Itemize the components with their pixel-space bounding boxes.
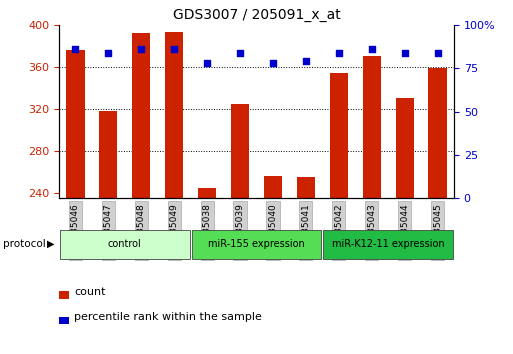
Text: miR-K12-11 expression: miR-K12-11 expression <box>332 239 444 249</box>
Bar <box>66 50 85 198</box>
Point <box>236 50 244 55</box>
Text: percentile rank within the sample: percentile rank within the sample <box>74 313 262 322</box>
Point <box>334 50 343 55</box>
Point <box>71 46 80 52</box>
Point <box>269 60 277 66</box>
Bar <box>59 317 69 324</box>
Bar <box>297 177 315 198</box>
Bar <box>330 73 348 198</box>
Title: GDS3007 / 205091_x_at: GDS3007 / 205091_x_at <box>173 8 340 22</box>
FancyBboxPatch shape <box>60 230 190 258</box>
Bar <box>363 56 381 198</box>
Bar <box>165 32 183 198</box>
FancyBboxPatch shape <box>192 230 321 258</box>
Text: miR-155 expression: miR-155 expression <box>208 239 305 249</box>
Text: control: control <box>108 239 142 249</box>
Bar <box>132 33 150 198</box>
Text: ▶: ▶ <box>47 239 55 249</box>
Bar <box>59 291 69 299</box>
Bar <box>264 176 282 198</box>
Bar <box>396 98 413 198</box>
Point <box>203 60 211 66</box>
FancyBboxPatch shape <box>323 230 453 258</box>
Point <box>104 50 112 55</box>
Text: count: count <box>74 287 106 297</box>
Point <box>302 58 310 64</box>
Bar <box>428 68 447 198</box>
Point <box>401 50 409 55</box>
Point <box>137 46 145 52</box>
Point <box>433 50 442 55</box>
Bar <box>198 188 216 198</box>
Text: protocol: protocol <box>3 239 45 249</box>
Point <box>170 46 179 52</box>
Point <box>368 46 376 52</box>
Bar <box>231 104 249 198</box>
Bar <box>100 111 117 198</box>
